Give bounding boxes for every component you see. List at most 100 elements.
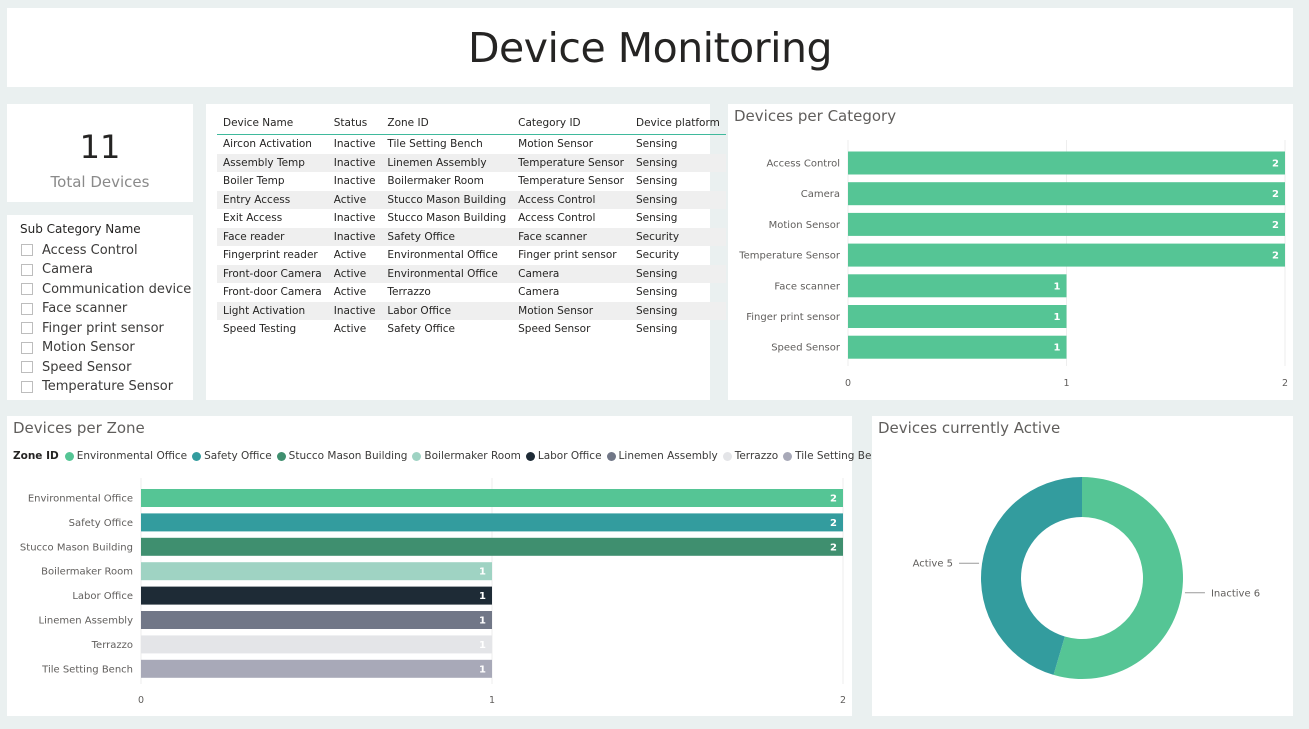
table-row[interactable]: Assembly Temp Inactive Linemen Assembly Tem… [217,153,726,172]
data-label: 1 [1054,312,1061,323]
table-row[interactable]: Exit Access Inactive Stucco Mason Building… [217,209,726,228]
data-label: 2 [830,542,837,553]
bar[interactable] [848,243,1285,267]
chart-title: Devices per Category [734,107,897,125]
table-row[interactable]: Entry Access Active Stucco Mason Building A… [217,190,726,209]
bar[interactable] [141,513,843,532]
table-row[interactable]: Front-door Camera Active Terrazzo Camera Sen… [217,283,726,302]
table-cell: Linemen Assembly [381,153,513,172]
table-cell: Sensing [629,153,726,172]
legend-item[interactable]: Tile Setting Bench [783,450,891,462]
bar[interactable] [141,659,492,678]
checkbox[interactable] [21,322,33,334]
table-row[interactable]: Aircon Activation Inactive Tile Setting Be… [217,135,726,154]
category-label: Linemen Assembly [39,616,134,627]
slicer-item-temperature-sensor[interactable]: Temperature Sensor [21,378,173,396]
table-cell: Front-door Camera [223,286,322,299]
table-row[interactable]: Speed Testing Active Safety Office Speed Se… [217,320,726,339]
column-header[interactable]: Device Name [217,111,328,135]
checkbox[interactable] [21,263,33,276]
devices-active-card: Devices currently Active Inactive 6 Activ… [872,416,1293,716]
active-donut-chart: Inactive 6 Active 5 [913,477,1260,679]
bar[interactable] [141,562,492,581]
category-label: Finger print sensor [746,312,841,323]
slicer-item-label: Speed Sensor [42,359,132,375]
bar[interactable] [141,537,843,556]
bar[interactable] [848,212,1285,236]
legend-item[interactable]: Labor Office [525,450,602,462]
total-devices-card[interactable]: 11 Total Devices [7,104,193,202]
table-cell: Stucco Mason Building [381,190,513,209]
column-header[interactable]: Zone ID [381,111,513,135]
x-tick-label: 2 [840,695,846,706]
table-row[interactable]: Fingerprint reader Active Environmental Of… [217,246,726,265]
table-cell: Sensing [635,175,678,188]
legend-dot-icon [525,451,535,461]
legend-item[interactable]: Stucco Mason Building [276,450,408,462]
donut-slice[interactable] [981,477,1082,675]
checkbox[interactable] [21,341,33,354]
legend-label: Linemen Assembly [618,450,718,462]
bar[interactable] [141,635,492,654]
legend-item[interactable]: Linemen Assembly [606,450,718,462]
slicer-item-camera[interactable]: Camera [21,261,93,279]
slicer-item-face-scanner[interactable]: Face scanner [21,300,127,318]
legend-dot-icon [192,451,202,461]
slicer-item-speed-sensor[interactable]: Speed Sensor [21,358,131,376]
bar[interactable] [141,586,492,605]
sub-category-slicer: Sub Category Name Access Control Camera … [7,215,193,400]
bar[interactable] [141,489,843,507]
legend-item[interactable]: Boilermaker Room [412,450,521,462]
legend-dot-icon [412,451,422,461]
slicer-item-access-control[interactable]: Access Control [21,241,138,259]
legend-label: Boilermaker Room [424,450,521,462]
data-label: 1 [479,591,486,602]
checkbox[interactable] [21,380,33,393]
legend-item[interactable]: Safety Office [192,450,272,462]
x-tick-label: 0 [845,378,851,389]
table-cell: Boilermaker Room [387,175,484,188]
legend-dot-icon [64,451,74,461]
checkbox[interactable] [21,244,33,256]
slicer-item-communication-device[interactable]: Communication device [21,280,191,298]
table-cell: Sensing [629,264,726,283]
bar[interactable] [848,182,1285,206]
column-header[interactable]: Device platform [629,111,726,135]
data-label: 2 [1272,220,1279,231]
table-row[interactable]: Boiler Temp Inactive Boilermaker Room Tempe… [217,172,726,191]
checkbox[interactable] [21,361,33,373]
checkbox[interactable] [21,283,33,295]
slicer-item-label: Access Control [42,242,138,258]
table-cell: Safety Office [381,227,513,246]
bar[interactable] [848,335,1067,359]
table-cell: Sensing [635,286,678,299]
table-row[interactable]: Light Activation Inactive Labor Office Moti… [217,301,726,320]
table-row[interactable]: Front-door Camera Active Environmental Off… [217,264,726,283]
legend-item[interactable]: Environmental Office [64,450,187,462]
table-row[interactable]: Face reader Inactive Safety Office Face sca… [217,227,726,246]
bar[interactable] [848,305,1067,328]
table-cell: Sensing [635,323,678,336]
donut-slice[interactable] [1053,477,1183,679]
column-header[interactable]: Status [327,111,382,135]
legend-label: Stucco Mason Building [288,450,408,462]
legend-item[interactable]: Terrazzo [722,450,778,462]
table-cell: Sensing [635,212,678,225]
column-header[interactable]: Category ID [512,111,630,135]
checkbox[interactable] [21,302,33,315]
data-label: 2 [1272,251,1279,262]
legend-label: Tile Setting Bench [795,450,891,462]
table-cell: Sensing [629,301,726,320]
slicer-item-label: Camera [42,262,94,277]
data-label: 2 [1272,159,1279,170]
bar[interactable] [848,274,1067,298]
bar[interactable] [141,611,492,629]
x-tick-label: 2 [1282,378,1288,389]
zone-bar-chart: 0 1 2 Environmental Office 2 Safety Office 2 St… [20,478,846,706]
legend-label: Labor Office [537,450,602,462]
category-label: Tile Setting Bench [41,664,133,675]
bar[interactable] [848,151,1285,175]
slicer-item-finger-print-sensor[interactable]: Finger print sensor [21,319,164,337]
legend-title: Zone ID [13,450,59,462]
slicer-item-motion-sensor[interactable]: Motion Sensor [21,339,135,357]
